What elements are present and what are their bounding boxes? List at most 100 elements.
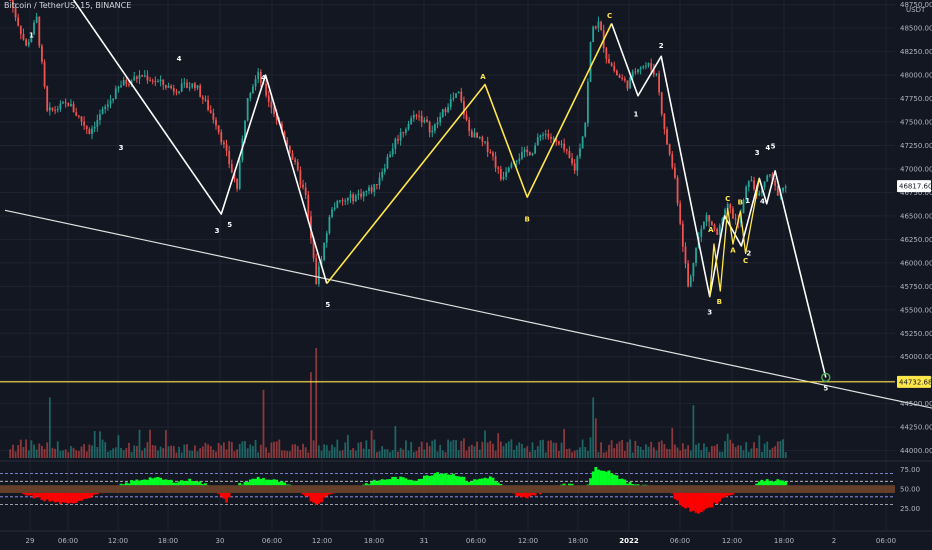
osc-bar-228	[604, 471, 608, 486]
volume-bar-154	[415, 450, 418, 458]
osc-bar-30	[82, 492, 86, 499]
volume-bar-53	[149, 429, 151, 458]
candle-body-153	[412, 115, 415, 119]
candle-body-286	[763, 181, 766, 188]
candle-body-99	[270, 101, 273, 108]
volume-bar-86	[236, 449, 238, 458]
price-axis[interactable]: 44000.0044250.0044500.0044750.0045000.00…	[900, 1, 932, 513]
wave-label-20: C	[743, 257, 748, 265]
price-tick-19: 48750.00	[900, 1, 932, 9]
volume-bar-3	[17, 445, 20, 458]
volume-bar-56	[157, 450, 159, 458]
volume-bar-54	[151, 445, 154, 458]
candle-body-125	[339, 200, 341, 202]
volume-bar-66	[183, 444, 186, 458]
osc-bar-148	[393, 476, 397, 486]
volume-bar-200	[536, 446, 539, 458]
level-badge-text: 44732.68	[899, 378, 932, 386]
osc-bar-231	[612, 474, 616, 486]
candle-body-64	[178, 91, 180, 93]
candle-body-18	[56, 109, 59, 111]
wave-label-3: 4	[261, 74, 266, 82]
volume-bar-138	[373, 439, 376, 458]
volume-bar-186	[499, 441, 502, 458]
osc-bar-33	[90, 492, 94, 497]
volume-bar-171	[460, 440, 463, 458]
osc-bar-200	[531, 492, 534, 496]
candle-body-248	[663, 114, 666, 130]
volume-bar-235	[629, 439, 631, 458]
candle-body-110	[299, 170, 302, 185]
osc-bar-230	[610, 473, 614, 486]
volume-bar-139	[375, 452, 378, 458]
candle-body-229	[613, 65, 616, 71]
candle-body-152	[410, 118, 413, 124]
candle-body-236	[631, 71, 634, 78]
osc-bar-70	[188, 478, 192, 486]
volume-bar-220	[589, 437, 592, 458]
volume-bar-224	[600, 442, 602, 458]
volume-bar-39	[112, 448, 115, 458]
candle-body-59	[164, 84, 167, 88]
candle-body-289	[771, 174, 774, 181]
wave-label-1: 4	[177, 55, 182, 63]
osc-bar-158	[420, 478, 424, 486]
volume-bar-178	[478, 449, 481, 458]
volume-bar-127	[344, 442, 347, 458]
volume-bar-29	[85, 451, 88, 458]
osc-bar-91	[243, 481, 247, 486]
candle-body-109	[296, 162, 299, 171]
candle-body-218	[584, 123, 587, 137]
osc-bar-45	[122, 484, 126, 486]
candle-body-288	[768, 174, 771, 176]
volume-bar-9	[33, 444, 35, 458]
osc-bar-90	[240, 484, 244, 486]
volume-bar-62	[172, 446, 175, 458]
candle-body-107	[291, 152, 294, 160]
volume-bar-20	[62, 450, 64, 458]
price-tick-5: 45250.00	[900, 330, 932, 338]
osc-bar-56	[151, 478, 155, 486]
volume-bar-82	[225, 449, 228, 458]
volume-bar-201	[539, 440, 542, 458]
symbol-title[interactable]: Bitcoin / TetherUS, 15, BINANCE	[4, 1, 132, 10]
price-tick-1: 44250.00	[900, 424, 932, 432]
volume-bar-116	[315, 348, 318, 458]
osc-bar-188	[499, 483, 503, 486]
osc-bar-149	[396, 479, 400, 486]
candle-body-54	[151, 80, 154, 82]
volume-bar-101	[275, 441, 278, 458]
osc-bar-187	[496, 482, 500, 486]
volume-bar-232	[621, 439, 624, 458]
osc-bar-199	[528, 492, 532, 497]
volume-bar-117	[317, 445, 320, 458]
time-tick-10: 12:00	[518, 537, 538, 545]
candle-body-168	[452, 97, 455, 100]
osc-bar-145	[386, 479, 389, 486]
osc-bar-183	[486, 478, 490, 486]
candle-body-253	[676, 177, 679, 204]
candle-body-185	[497, 167, 500, 169]
candle-body-3	[17, 17, 20, 26]
osc-bar-122	[325, 492, 329, 497]
osc-bar-99	[264, 479, 268, 486]
candle-body-259	[692, 263, 695, 277]
osc-bar-194	[515, 492, 519, 497]
osc-bar-108	[288, 484, 292, 486]
volume-bar-286	[763, 443, 766, 458]
volume-bar-0	[9, 449, 12, 458]
grid-lines	[0, 0, 895, 530]
volume-bar-260	[695, 444, 697, 458]
volume-bar-164	[441, 450, 444, 458]
candle-body-81	[223, 142, 225, 145]
volume-bar-214	[573, 450, 576, 458]
candle-body-135	[365, 190, 368, 192]
volume-bar-155	[418, 446, 420, 458]
time-axis[interactable]: 29 06:00 12:00 18:00 30 06:00 12:00 18:00 31 06:0…	[0, 530, 932, 545]
osc-bar-102	[272, 479, 276, 486]
candle-body-250	[668, 144, 671, 155]
candle-body-213	[571, 157, 573, 164]
